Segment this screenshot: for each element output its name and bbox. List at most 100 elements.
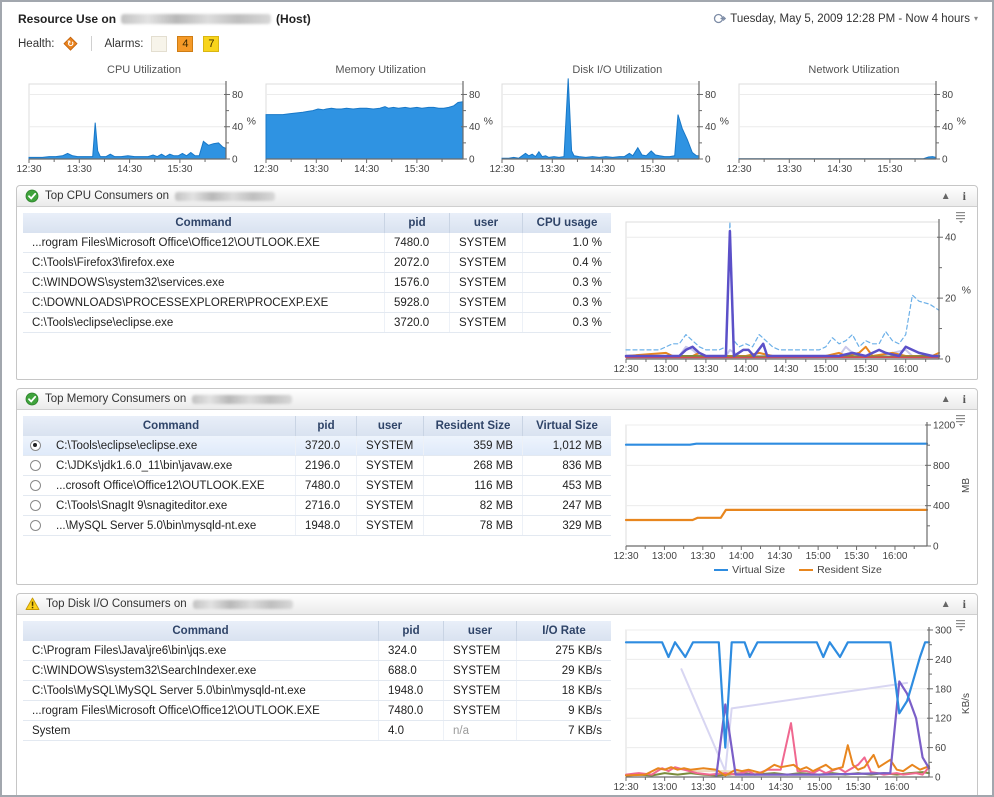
sparkline-cpu[interactable]: CPU Utilization 0 40 80 12:30 13:30 14:30 15:3… xyxy=(16,60,262,175)
column-header[interactable]: user xyxy=(443,621,517,641)
column-header[interactable]: user xyxy=(449,213,523,233)
row-radio-button[interactable] xyxy=(29,459,41,471)
svg-text:0: 0 xyxy=(935,773,941,784)
table-cell: 18 KB/s xyxy=(516,680,611,701)
time-range-selector[interactable]: Tuesday, May 5, 2009 12:28 PM - Now 4 ho… xyxy=(713,12,978,25)
disk-utilization-chart[interactable]: 0 40 80 12:30 13:30 14:30 15:30% xyxy=(490,78,735,175)
table-row[interactable]: ...crosoft Office\Office12\OUTLOOK.EXE 74… xyxy=(23,475,611,496)
collapse-icon[interactable]: ▲ xyxy=(940,393,951,405)
table-row[interactable]: System 4.0 n/a 7 KB/s xyxy=(23,720,611,741)
sparkline-network[interactable]: Network Utilization 0 40 80 12:30 13:30 14:30… xyxy=(726,60,972,175)
alarm-count-critical[interactable]: 4 xyxy=(177,35,194,52)
cpu-consumers-chart[interactable]: 0 20 40 12:30 13:00 13:30 14:00 14:30 15:00 15:30… xyxy=(613,217,973,375)
column-header[interactable]: Command xyxy=(23,621,379,641)
column-header[interactable]: Resident Size xyxy=(423,416,523,436)
panel-body: Command pid user CPU usage ...rogram Files\M… xyxy=(17,207,977,379)
svg-text:15:30: 15:30 xyxy=(641,164,666,175)
panel-top-disk-io-consumers: Top Disk I/O Consumers on ▲ i Command pid… xyxy=(16,593,978,795)
sparkline-memory[interactable]: Memory Utilization 0 40 80 12:30 13:30 14:30 1… xyxy=(253,60,499,175)
table-row[interactable]: C:\Tools\eclipse\eclipse.exe 3720.0 SYSTEM… xyxy=(23,436,611,456)
svg-text:0: 0 xyxy=(469,155,475,166)
chart-options-icon[interactable] xyxy=(955,414,967,427)
table-cell: 2196.0 xyxy=(295,455,357,476)
table-cell: C:\DOWNLOADS\PROCESSEXPLORER\PROCEXP.EXE xyxy=(23,292,385,313)
svg-text:80: 80 xyxy=(705,90,717,101)
svg-text:%: % xyxy=(957,116,966,128)
status-ok-icon xyxy=(25,189,39,203)
panel-title: Top Memory Consumers on xyxy=(45,393,187,405)
panel-title: Top CPU Consumers on xyxy=(45,190,169,202)
svg-text:13:30: 13:30 xyxy=(690,551,715,562)
panel-title: Top Disk I/O Consumers on xyxy=(46,598,187,610)
table-cell: 453 MB xyxy=(522,475,611,496)
row-radio-button[interactable] xyxy=(29,499,41,511)
column-header[interactable]: Command xyxy=(23,213,385,233)
table-cell: SYSTEM xyxy=(356,455,424,476)
column-header[interactable]: Command xyxy=(47,416,296,436)
column-header[interactable]: I/O Rate xyxy=(516,621,611,641)
row-radio-button[interactable] xyxy=(29,439,41,451)
table-cell: 4.0 xyxy=(378,720,444,741)
panel-header: Top CPU Consumers on ▲ i xyxy=(17,186,977,207)
page-title: Resource Use on (Host) xyxy=(18,12,311,26)
svg-text:13:30: 13:30 xyxy=(67,164,92,175)
svg-text:12:30: 12:30 xyxy=(613,551,638,562)
chart-options-icon[interactable] xyxy=(955,211,967,224)
alarms-label: Alarms: xyxy=(104,37,144,50)
info-icon[interactable]: i xyxy=(962,391,966,406)
disk-io-consumers-chart[interactable]: 0 60 120 180 240 300 12:30 13:00 13:30 14:00 14:30… xyxy=(613,625,973,794)
collapse-icon[interactable]: ▲ xyxy=(940,190,951,202)
svg-text:40: 40 xyxy=(232,122,244,133)
column-header[interactable]: user xyxy=(356,416,424,436)
column-header[interactable]: CPU usage xyxy=(522,213,611,233)
row-radio-button[interactable] xyxy=(29,519,41,531)
chart-legend: Virtual Size Resident Size xyxy=(623,562,973,580)
table-row[interactable]: C:\Tools\MySQL\MySQL Server 5.0\bin\mysq… xyxy=(23,680,611,701)
table-row[interactable]: C:\WINDOWS\system32\services.exe 1576.0 SY… xyxy=(23,272,611,293)
table-row[interactable]: ...rogram Files\Microsoft Office\Office1… xyxy=(23,233,611,253)
status-warning-icon xyxy=(25,597,40,610)
svg-text:12:30: 12:30 xyxy=(490,164,515,175)
row-radio-button[interactable] xyxy=(29,479,41,491)
alarm-count-fatal[interactable] xyxy=(151,35,168,52)
table-cell: C:\Tools\SnagIt 9\snagiteditor.exe xyxy=(47,495,296,516)
table-cell: 688.0 xyxy=(378,660,444,681)
collapse-icon[interactable]: ▲ xyxy=(940,598,951,610)
svg-text:0: 0 xyxy=(945,355,951,366)
alarm-count-warning[interactable]: 7 xyxy=(203,35,220,52)
table-row[interactable]: C:\Tools\Firefox3\firefox.exe 2072.0 SYSTE… xyxy=(23,252,611,273)
sparkline-disk[interactable]: Disk I/O Utilization 0 40 80 12:30 13:30 14:3… xyxy=(490,60,735,175)
svg-text:13:30: 13:30 xyxy=(303,164,328,175)
table-row[interactable]: ...rogram Files\Microsoft Office\Office1… xyxy=(23,700,611,721)
health-warning-diamond-icon[interactable]: ↻ xyxy=(62,35,79,52)
memory-consumers-chart[interactable]: 0 400 800 1200 12:30 13:00 13:30 14:00 14:30 15:0… xyxy=(613,420,973,563)
column-header[interactable]: pid xyxy=(378,621,444,641)
table-cell: C:\WINDOWS\system32\SearchIndexer.exe xyxy=(23,660,379,681)
table-cell: 1948.0 xyxy=(378,680,444,701)
column-header[interactable]: pid xyxy=(295,416,357,436)
memory-utilization-chart[interactable]: 0 40 80 12:30 13:30 14:30 15:30% xyxy=(253,79,499,175)
svg-text:180: 180 xyxy=(935,684,952,695)
table-row[interactable]: C:\Program Files\Java\jre6\bin\jqs.exe 32… xyxy=(23,641,611,661)
svg-text:13:00: 13:00 xyxy=(653,364,678,375)
svg-text:14:30: 14:30 xyxy=(827,164,852,175)
table-row[interactable]: C:\JDKs\jdk1.6.0_11\bin\javaw.exe 2196.0 S… xyxy=(23,455,611,476)
table-row[interactable]: ...\MySQL Server 5.0\bin\mysqld-nt.exe 19… xyxy=(23,515,611,536)
chart-options-icon[interactable] xyxy=(955,619,967,632)
cpu-consumers-table: Command pid user CPU usage ...rogram Files\M… xyxy=(23,213,611,333)
cpu-utilization-chart[interactable]: 0 40 80 12:30 13:30 14:30 15:30% xyxy=(16,79,262,175)
panel-header: Top Disk I/O Consumers on ▲ i xyxy=(17,594,977,615)
info-icon[interactable]: i xyxy=(962,188,966,203)
network-utilization-chart[interactable]: 0 40 80 12:30 13:30 14:30 15:30% xyxy=(726,79,972,175)
table-row[interactable]: C:\Tools\eclipse\eclipse.exe 3720.0 SYSTEM… xyxy=(23,312,611,333)
table-row[interactable]: C:\DOWNLOADS\PROCESSEXPLORER\PROCEXP.EXE… xyxy=(23,292,611,313)
time-range-icon xyxy=(714,13,727,24)
table-cell: 329 MB xyxy=(522,515,611,536)
svg-text:12:30: 12:30 xyxy=(253,164,278,175)
column-header[interactable]: Virtual Size xyxy=(522,416,611,436)
table-row[interactable]: C:\WINDOWS\system32\SearchIndexer.exe 688… xyxy=(23,660,611,681)
table-row[interactable]: C:\Tools\SnagIt 9\snagiteditor.exe 2716.0… xyxy=(23,495,611,516)
column-header[interactable]: pid xyxy=(384,213,450,233)
info-icon[interactable]: i xyxy=(962,596,966,611)
svg-text:1200: 1200 xyxy=(933,421,956,432)
